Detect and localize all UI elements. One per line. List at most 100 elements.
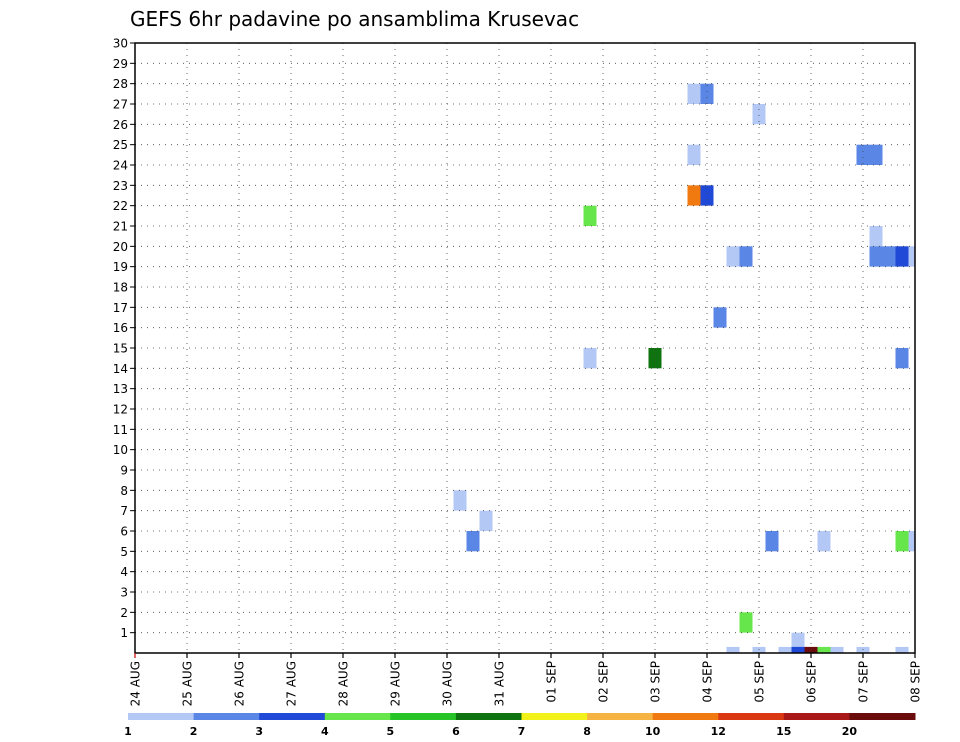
y-tick-label: 29 [113,57,128,71]
y-tick-label: 22 [113,199,128,213]
grid [135,42,915,653]
data-cell [882,246,896,267]
data-cell [895,246,909,267]
data-cell [869,226,883,247]
data-cell [713,307,727,328]
colorbar-label: 5 [386,725,394,738]
colorbar-label: 6 [452,725,460,738]
y-axis: 1234567891011121314151617181920212223242… [113,37,135,640]
colorbar-label: 7 [518,725,526,738]
x-tick-label: 06 SEP [805,661,819,703]
chart-title: GEFS 6hr padavine po ansamblima Krusevac [130,7,579,31]
colorbar-label: 12 [711,725,726,738]
y-tick-label: 13 [113,382,128,396]
data-cell [726,246,740,267]
y-tick-label: 23 [113,179,128,193]
y-tick-label: 24 [113,159,128,173]
data-cell [726,646,740,653]
y-tick-label: 30 [113,37,128,51]
y-tick-label: 3 [120,586,128,600]
data-cell [739,612,753,633]
data-cell [869,246,883,267]
colorbar-swatch [259,713,326,720]
data-cell [895,531,909,552]
y-tick-label: 15 [113,342,128,356]
data-cell [739,246,753,267]
data-cells [453,83,915,653]
data-cell [908,246,915,267]
data-cell [817,646,831,653]
colorbar-label: 2 [190,725,198,738]
colorbar-label: 3 [255,725,263,738]
x-axis: 24 AUG 25 AUG 26 AUG 27 AUG 28 AUG 29 AUG 30 A… [129,653,923,706]
colorbar-swatch [455,713,522,720]
y-tick-label: 27 [113,98,128,112]
x-tick-label: 26 AUG [233,661,247,706]
data-cell [869,144,883,165]
data-cell [817,531,831,552]
x-tick-label: 27 AUG [285,661,299,706]
colorbar-swatch [390,713,457,720]
colorbar-label: 20 [842,725,858,738]
y-tick-label: 18 [113,281,128,295]
colorbar-swatch [193,713,260,720]
colorbar-swatch [718,713,785,720]
colorbar-swatch [521,713,588,720]
y-tick-label: 11 [113,423,128,437]
data-cell [466,531,480,552]
x-tick-label: 03 SEP [649,661,663,703]
x-tick-label: 30 AUG [441,661,455,706]
x-tick-label: 25 AUG [181,661,195,706]
data-cell [687,144,701,165]
x-tick-label: 04 SEP [701,661,715,703]
y-tick-label: 28 [113,77,128,91]
y-tick-label: 5 [120,545,128,559]
y-tick-label: 19 [113,260,128,274]
data-cell [479,510,493,531]
colorbar-label: 10 [645,725,661,738]
y-tick-label: 8 [120,484,128,498]
x-tick-label: 01 SEP [545,661,559,703]
data-cell [791,646,805,653]
data-cell [778,646,792,653]
colorbar-swatch [652,713,719,720]
data-cell [765,531,779,552]
x-tick-label: 02 SEP [597,661,611,703]
colorbar-swatch [324,713,391,720]
colorbar-swatch [128,713,195,720]
colorbar-label: 15 [776,725,791,738]
x-tick-label: 31 AUG [493,661,507,706]
colorbar: 1 2 3 4 5 6 7 8 10 12 15 20 [124,713,916,738]
data-cell [453,490,467,511]
data-cell [895,348,909,369]
colorbar-label: 4 [321,725,329,738]
data-cell [583,348,597,369]
colorbar-label: 1 [124,725,132,738]
data-cell [687,185,701,206]
y-tick-label: 7 [120,504,128,518]
data-cell [700,83,714,104]
data-cell [895,646,909,653]
x-tick-label: 05 SEP [753,661,767,703]
x-tick-label: 29 AUG [389,661,403,706]
colorbar-label: 8 [583,725,591,738]
y-tick-label: 1 [120,626,128,640]
data-cell [583,205,597,226]
data-cell [648,348,662,369]
colorbar-swatch [587,713,654,720]
y-tick-label: 20 [113,240,128,254]
x-tick-label: 08 SEP [909,661,923,703]
y-tick-label: 6 [120,525,128,539]
x-tick-label: 24 AUG [129,661,143,706]
y-tick-label: 25 [113,138,128,152]
y-tick-label: 21 [113,220,128,234]
y-tick-label: 9 [120,464,128,478]
y-tick-label: 12 [113,403,128,417]
y-tick-label: 2 [120,606,128,620]
y-tick-label: 17 [113,301,128,315]
y-tick-label: 4 [120,565,128,579]
colorbar-swatch [783,713,850,720]
data-cell [830,646,844,653]
x-tick-label: 28 AUG [337,661,351,706]
